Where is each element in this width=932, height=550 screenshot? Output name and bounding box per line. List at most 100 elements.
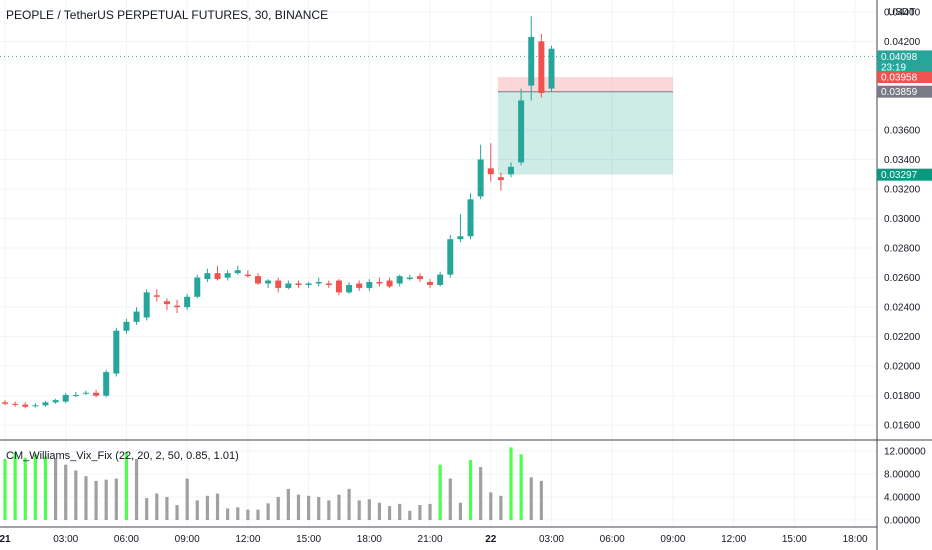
- indicator-bar: [84, 476, 88, 520]
- indicator-bar: [134, 458, 139, 520]
- candle-body: [214, 273, 221, 280]
- indicator-bar: [418, 505, 422, 520]
- price-tick-label: 0.04400: [884, 7, 921, 18]
- indicator-bar: [307, 495, 311, 520]
- indicator-bar: [94, 480, 98, 520]
- candle-body: [255, 276, 261, 284]
- price-tick-label: 0.02200: [884, 332, 921, 343]
- candle-body: [62, 394, 69, 402]
- indicator-bar: [145, 498, 149, 520]
- price-tick-label: 0.03600: [884, 125, 921, 136]
- time-tick-label: 12:00: [721, 534, 746, 545]
- candle-body: [234, 270, 241, 274]
- indicator-bar: [367, 499, 371, 520]
- time-tick-label: 03:00: [53, 534, 78, 545]
- indicator-bar: [256, 509, 260, 520]
- indicator-bar: [286, 488, 290, 520]
- indicator-bar: [489, 492, 493, 520]
- price-tick-label: 0.02600: [884, 273, 921, 284]
- indicator-bar: [519, 454, 523, 520]
- price-tag-label: 0.03859: [881, 87, 918, 98]
- indicator-bar: [296, 494, 301, 520]
- time-tick-label: 15:00: [296, 534, 321, 545]
- indicator-bar: [276, 496, 280, 520]
- indicator-tick-label: 0.00000: [884, 516, 921, 527]
- price-tick-label: 0.02800: [884, 244, 921, 255]
- time-axis[interactable]: 21 03:00 06:00 09:00 12:00 15:00 18:00 21:00 22 0…: [0, 534, 868, 545]
- indicator-bar: [64, 464, 68, 520]
- price-tag-box: [877, 168, 932, 181]
- indicator-bar: [377, 502, 382, 520]
- indicator-label: CM_Williams_Vix_Fix (22, 20, 2, 50, 0.85…: [6, 450, 239, 462]
- indicator-bar: [114, 478, 118, 520]
- candles: [2, 16, 555, 409]
- candle-body: [477, 159, 484, 197]
- position-tool[interactable]: [497, 77, 673, 175]
- indicator-bar: [398, 503, 402, 520]
- indicator-bar: [74, 470, 78, 520]
- candle-body: [224, 273, 231, 278]
- price-tag-box: [877, 50, 932, 73]
- candle-body: [113, 330, 120, 374]
- candle-body: [396, 276, 403, 284]
- indicator-bar: [33, 454, 37, 520]
- indicator-bar: [165, 496, 169, 520]
- indicator-bar: [428, 503, 432, 520]
- candle-body: [123, 321, 130, 331]
- indicator-bar: [387, 506, 392, 520]
- indicator-bar: [337, 494, 341, 520]
- price-tick-label: 0.03200: [884, 184, 921, 195]
- candle-body: [356, 283, 363, 288]
- time-tick-label: 15:00: [782, 534, 807, 545]
- candle-body: [32, 405, 39, 407]
- time-tick-label: 09:00: [660, 534, 685, 545]
- candle-body: [386, 280, 393, 287]
- candle-body: [194, 277, 201, 297]
- candle-body: [508, 166, 514, 175]
- take-profit-zone[interactable]: [497, 91, 673, 175]
- indicator-bar: [327, 500, 331, 520]
- indicator-bar: [215, 493, 220, 520]
- price-tag-label: 0.04098: [881, 52, 918, 63]
- price-tag-box: [877, 71, 932, 84]
- candle-body: [548, 48, 555, 89]
- price-tag-box: [877, 85, 932, 98]
- countdown-label: 23:19: [881, 62, 906, 73]
- price-tick-label: 0.02000: [884, 362, 921, 373]
- candle-body: [376, 282, 383, 284]
- price-axis[interactable]: 0.04400 0.04200 0.03600 0.03400 0.03200 0.030…: [884, 7, 921, 431]
- indicator-bar: [54, 458, 58, 520]
- indicator-bar: [205, 495, 209, 520]
- candle-body: [325, 283, 332, 285]
- candle-body: [305, 283, 312, 285]
- grid-lines: [0, 0, 877, 527]
- price-tick-label: 0.03400: [884, 155, 921, 166]
- candle-body: [275, 280, 282, 288]
- indicator-axis: 12.00000 8.00000 4.00000 0.00000: [884, 446, 926, 526]
- indicator-tick-label: 8.00000: [884, 469, 921, 480]
- time-tick-label: 21: [0, 534, 11, 545]
- indicator-bar: [246, 509, 250, 520]
- indicator-bar: [266, 503, 270, 520]
- candle-body: [437, 274, 444, 285]
- indicator-bar: [438, 464, 442, 520]
- candle-body: [265, 280, 272, 284]
- candle-body: [184, 296, 191, 308]
- candle-body: [42, 402, 49, 406]
- candle-body: [103, 372, 110, 396]
- candle-body: [457, 236, 464, 240]
- candle-body: [416, 276, 423, 280]
- currency-label: USDT: [888, 7, 915, 18]
- indicator-bar: [185, 478, 189, 520]
- candle-body: [93, 392, 100, 396]
- indicator-bar: [509, 447, 513, 520]
- candle-body: [335, 280, 342, 293]
- time-tick-label: 06:00: [600, 534, 625, 545]
- candle-body: [467, 199, 474, 237]
- candle-body: [2, 402, 8, 404]
- stop-loss-zone[interactable]: [497, 77, 673, 92]
- candle-body: [315, 282, 322, 284]
- candle-body: [295, 283, 302, 285]
